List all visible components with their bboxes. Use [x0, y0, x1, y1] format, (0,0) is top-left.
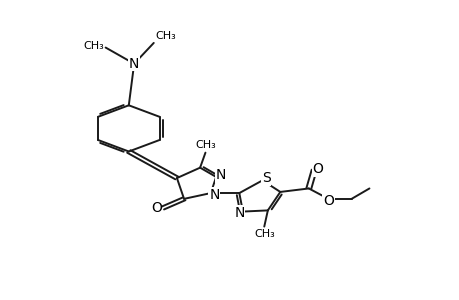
Text: O: O	[151, 201, 161, 215]
Text: CH₃: CH₃	[253, 229, 274, 239]
Text: N: N	[129, 57, 139, 71]
Text: CH₃: CH₃	[83, 41, 104, 51]
Text: CH₃: CH₃	[155, 31, 176, 41]
Text: N: N	[234, 206, 244, 220]
Text: N: N	[209, 188, 219, 202]
Text: O: O	[312, 162, 323, 176]
Text: N: N	[215, 168, 225, 182]
Text: S: S	[261, 171, 270, 185]
Text: O: O	[322, 194, 333, 208]
Text: CH₃: CH₃	[195, 140, 215, 150]
